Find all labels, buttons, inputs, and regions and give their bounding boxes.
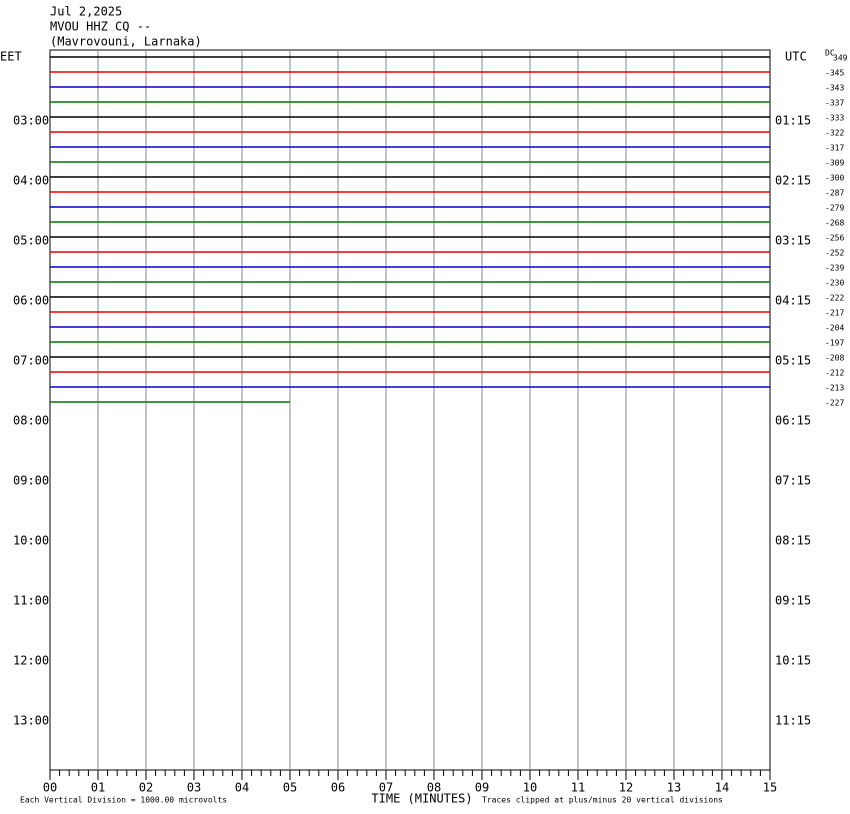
right-time: 04:15 [775, 294, 811, 308]
right-time: 06:15 [775, 414, 811, 428]
offset-label: -309 [825, 159, 844, 168]
left-time: 11:00 [13, 594, 49, 608]
offset-label: -227 [825, 399, 844, 408]
left-time: 13:00 [13, 714, 49, 728]
right-time: 05:15 [775, 354, 811, 368]
offset-label: -252 [825, 249, 844, 258]
x-tick-label: 03 [187, 781, 201, 795]
footer-left: Each Vertical Division = 1000.00 microvo… [20, 796, 227, 805]
left-time: 05:00 [13, 234, 49, 248]
x-tick-label: 13 [667, 781, 681, 795]
right-time: 01:15 [775, 114, 811, 128]
offset-label: -217 [825, 309, 844, 318]
x-tick-label: 04 [235, 781, 249, 795]
x-title: TIME (MINUTES) [371, 792, 472, 806]
right-time: 03:15 [775, 234, 811, 248]
offset-label: -256 [825, 234, 844, 243]
x-tick-label: 09 [475, 781, 489, 795]
x-tick-label: 05 [283, 781, 297, 795]
offset-label: -317 [825, 144, 844, 153]
left-time: 08:00 [13, 414, 49, 428]
left-time: 10:00 [13, 534, 49, 548]
offset-label: -222 [825, 294, 844, 303]
station: MVOU HHZ CQ -- [50, 20, 151, 34]
location: (Mavrovouni, Larnaka) [50, 35, 202, 49]
x-tick-label: 15 [763, 781, 777, 795]
x-tick-label: 10 [523, 781, 537, 795]
left-time: 03:00 [13, 114, 49, 128]
offset-label: -343 [825, 84, 844, 93]
x-tick-label: 07 [379, 781, 393, 795]
x-tick-label: 12 [619, 781, 633, 795]
right-time: 02:15 [775, 174, 811, 188]
plot-frame [49, 49, 771, 771]
x-tick-label: 08 [427, 781, 441, 795]
offset-label: -333 [825, 114, 844, 123]
offset-label: -230 [825, 279, 844, 288]
offset-label: -208 [825, 354, 844, 363]
x-tick-label: 06 [331, 781, 345, 795]
right-zone: UTC [785, 50, 807, 64]
right-time: 11:15 [775, 714, 811, 728]
offset-label: -204 [825, 324, 844, 333]
left-time: 09:00 [13, 474, 49, 488]
offset-label: -268 [825, 219, 844, 228]
offset-label: -287 [825, 189, 844, 198]
x-tick-label: 02 [139, 781, 153, 795]
date: Jul 2,2025 [50, 5, 122, 19]
x-tick-label: 01 [91, 781, 105, 795]
right-time: 09:15 [775, 594, 811, 608]
offset-label: -212 [825, 369, 844, 378]
x-tick-label: 11 [571, 781, 585, 795]
left-time: 07:00 [13, 354, 49, 368]
x-tick-label: 00 [43, 781, 57, 795]
left-time: 06:00 [13, 294, 49, 308]
offset-label: -322 [825, 129, 844, 138]
offset-label: 349 [833, 54, 848, 63]
dc-label: DC [825, 49, 835, 58]
right-time: 08:15 [775, 534, 811, 548]
offset-label: -345 [825, 69, 844, 78]
x-tick-label: 14 [715, 781, 729, 795]
left-zone: EET [0, 50, 22, 64]
offset-label: -239 [825, 264, 844, 273]
offset-label: -337 [825, 99, 844, 108]
left-time: 12:00 [13, 654, 49, 668]
offset-label: -197 [825, 339, 844, 348]
offset-label: -279 [825, 204, 844, 213]
right-time: 10:15 [775, 654, 811, 668]
right-time: 07:15 [775, 474, 811, 488]
footer-right: Traces clipped at plus/minus 20 vertical… [482, 796, 723, 805]
offset-label: -300 [825, 174, 844, 183]
offset-label: -213 [825, 384, 844, 393]
left-time: 04:00 [13, 174, 49, 188]
